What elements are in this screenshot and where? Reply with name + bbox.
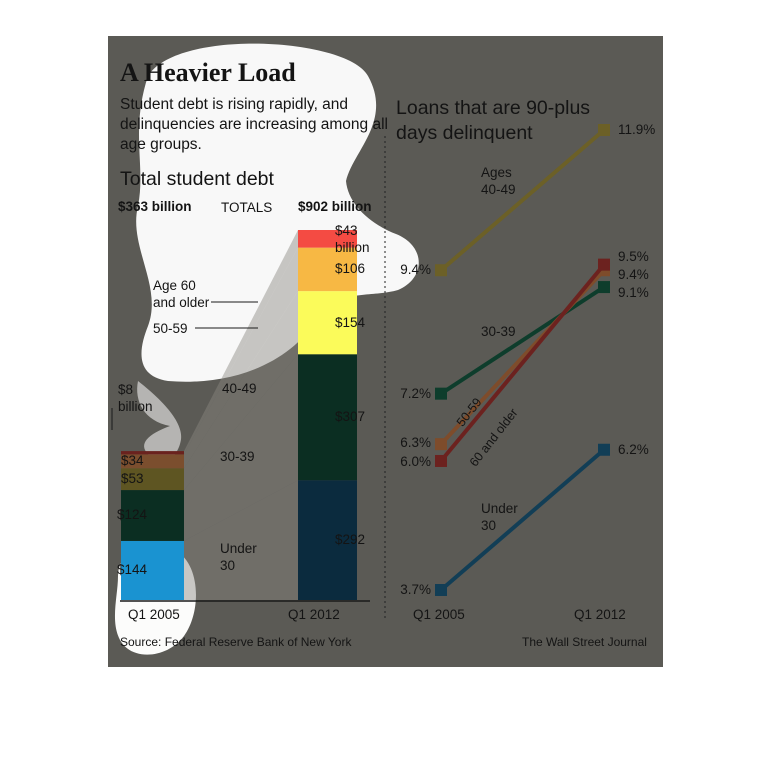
x-label-2012: Q1 2012 — [288, 607, 340, 622]
band-label-age60: Age 60 and older — [153, 278, 210, 310]
band-label-age40: 40-49 — [222, 381, 257, 396]
band-label-age30: 30-39 — [220, 449, 255, 464]
flow-band-age30 — [184, 354, 298, 541]
totals-label: TOTALS — [221, 200, 273, 215]
source-note: Source: Federal Reserve Bank of New York — [120, 635, 352, 649]
bar-2012-age40 — [298, 291, 357, 355]
point-2012-under30 — [598, 443, 610, 456]
band-label-age50: 50-59 — [153, 321, 188, 336]
x-label-2005: Q1 2005 — [128, 607, 180, 622]
value-2005-age60: $8 billion — [118, 382, 153, 414]
end-label-ages50: 9.4% — [618, 267, 649, 282]
line-x-label-2005: Q1 2005 — [413, 607, 465, 622]
value-2012-age40: $154 — [335, 314, 366, 330]
value-2012-age50: $106 — [335, 261, 366, 277]
bar-2005-age50 — [121, 454, 184, 469]
bar-2012-age50 — [298, 247, 357, 292]
value-2005-under30: $144 — [117, 562, 148, 578]
right-chart-heading: Loans that are 90-plus days delinquent — [396, 97, 591, 144]
bar-2005-age30 — [121, 490, 184, 541]
value-2012-under30: $292 — [335, 532, 366, 548]
publisher-credit: The Wall Street Journal — [522, 635, 647, 649]
total-2012-label: $902 billion — [298, 199, 372, 214]
point-2012-ages60 — [598, 258, 610, 271]
value-2005-age30: $124 — [117, 507, 148, 523]
flow-band-age50 — [184, 247, 298, 469]
start-label-under30: 3.7% — [400, 582, 431, 597]
line-under30 — [439, 448, 606, 592]
end-label-under30: 6.2% — [618, 441, 649, 457]
point-2005-under30 — [435, 584, 447, 596]
flow-band-age40 — [184, 291, 298, 491]
start-label-ages60: 6.0% — [400, 453, 431, 469]
end-label-ages60: 9.5% — [618, 249, 649, 264]
end-label-ages30: 9.1% — [618, 285, 649, 300]
bar-2005-under30 — [121, 540, 184, 600]
chart-panel: A Heavier Load Student debt is rising ra… — [108, 36, 663, 667]
value-2012-age30: $307 — [335, 409, 366, 425]
charts-svg — [111, 124, 610, 618]
bar-2005-age60 — [121, 451, 184, 455]
end-label-ages40: 11.9% — [618, 122, 656, 137]
series-label-ages30: 30-39 — [481, 324, 516, 339]
point-2012-ages40 — [598, 124, 610, 136]
start-label-ages30: 7.2% — [400, 385, 431, 401]
bar-2012-age30 — [298, 354, 357, 481]
total-2005-label: $363 billion — [118, 199, 192, 214]
point-2005-ages30 — [435, 387, 447, 400]
point-2012-ages30 — [598, 281, 610, 294]
start-label-ages50: 6.3% — [400, 435, 431, 451]
left-chart-heading: Total student debt — [120, 168, 274, 190]
chart-subtitle: Student debt is rising rapidly, and deli… — [120, 96, 388, 153]
start-label-ages40: 9.4% — [400, 262, 431, 278]
point-2005-ages50 — [435, 438, 447, 451]
bar-2012-age60 — [298, 230, 357, 248]
bar-2005-age40 — [121, 468, 184, 491]
line-ages40 — [439, 128, 606, 272]
series-label-ages40: Ages 40-49 — [481, 165, 516, 197]
bar-2012-under30 — [298, 480, 357, 600]
value-2012-age60: $43 billion — [335, 223, 370, 255]
series-label-under30: Under 30 — [481, 501, 518, 533]
flow-band-under30 — [184, 480, 298, 600]
value-2005-age50: $34 — [121, 453, 144, 469]
chart-title: A Heavier Load — [120, 58, 296, 87]
line-ages30 — [439, 285, 606, 396]
point-2005-ages40 — [435, 264, 447, 277]
band-label-under30: Under 30 — [220, 541, 257, 573]
line-ages60 — [439, 263, 606, 463]
value-2005-age40: $53 — [121, 471, 144, 487]
point-2005-ages60 — [435, 454, 447, 467]
flow-band-age60 — [184, 230, 298, 455]
line-x-label-2012: Q1 2012 — [574, 607, 626, 622]
